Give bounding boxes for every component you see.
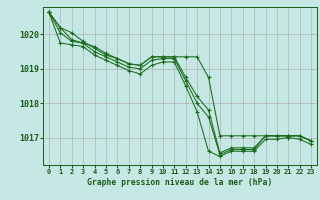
X-axis label: Graphe pression niveau de la mer (hPa): Graphe pression niveau de la mer (hPa) xyxy=(87,178,273,187)
